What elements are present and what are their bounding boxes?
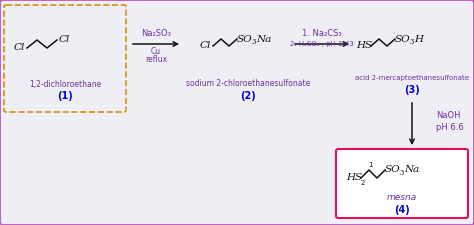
- Text: NaOH: NaOH: [436, 112, 461, 121]
- Text: Na₂SO₃: Na₂SO₃: [141, 29, 171, 38]
- Text: 1: 1: [368, 162, 372, 168]
- Text: 2. H₂SO₄ , pH 1.43: 2. H₂SO₄ , pH 1.43: [290, 41, 354, 47]
- Text: Cl: Cl: [200, 41, 211, 50]
- Text: acid 2-mercaptoethanesulfonate: acid 2-mercaptoethanesulfonate: [355, 75, 469, 81]
- Text: (2): (2): [240, 91, 256, 101]
- FancyBboxPatch shape: [336, 149, 468, 218]
- Text: 3: 3: [410, 38, 414, 46]
- Text: 1. Na₂CS₃: 1. Na₂CS₃: [302, 29, 342, 38]
- Text: Cl: Cl: [59, 36, 70, 45]
- Text: Cu: Cu: [151, 47, 161, 56]
- Text: reflux: reflux: [145, 56, 167, 65]
- Text: SO: SO: [237, 34, 253, 43]
- Text: sodium 2-chloroethanesulfonate: sodium 2-chloroethanesulfonate: [186, 79, 310, 88]
- Text: SO: SO: [385, 166, 401, 175]
- Text: mesna: mesna: [387, 194, 417, 202]
- Text: HS: HS: [356, 41, 372, 50]
- Text: H: H: [414, 34, 423, 43]
- Text: 3: 3: [400, 169, 404, 177]
- Text: (3): (3): [404, 85, 420, 95]
- Text: HS: HS: [346, 173, 362, 182]
- Text: pH 6.6: pH 6.6: [436, 124, 464, 133]
- Text: (1): (1): [57, 91, 73, 101]
- Text: Na: Na: [256, 34, 271, 43]
- Text: Cl: Cl: [14, 43, 25, 52]
- Text: Na: Na: [404, 166, 419, 175]
- Text: SO: SO: [395, 34, 410, 43]
- Text: 1,2-dichloroethane: 1,2-dichloroethane: [29, 79, 101, 88]
- Text: (4): (4): [394, 205, 410, 215]
- Text: 2: 2: [361, 180, 365, 186]
- Text: 3: 3: [252, 38, 256, 46]
